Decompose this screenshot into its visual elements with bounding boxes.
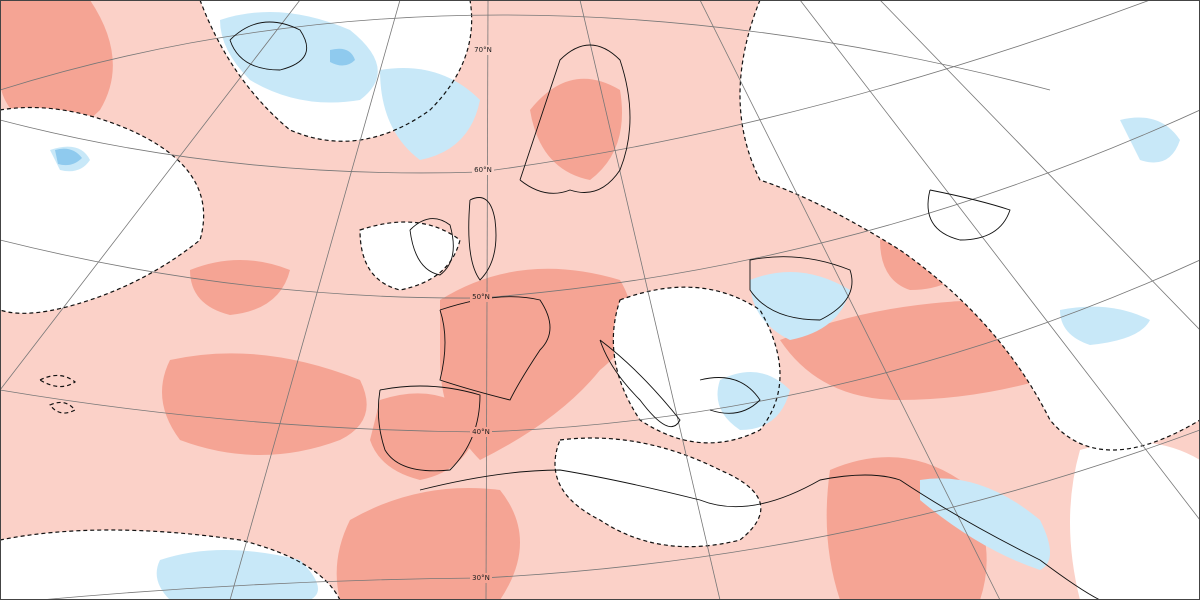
- latitude-label: 60°N: [474, 166, 492, 174]
- latitude-label: 70°N: [474, 46, 492, 54]
- label-background: [470, 292, 492, 302]
- cool-areas: [50, 12, 1180, 600]
- label-background: [472, 165, 494, 175]
- cold-core-areas: [55, 48, 355, 166]
- coastlines: [229, 21, 1101, 600]
- label-background: [470, 427, 492, 437]
- label-background: [470, 573, 492, 583]
- label-background: [472, 45, 494, 55]
- latitude-label: 40°N: [472, 428, 490, 436]
- latitude-label: 30°N: [472, 574, 490, 582]
- latitude-labels: 70°N 60°N 50°N 40°N 30°N: [470, 45, 494, 583]
- latitude-label: 50°N: [472, 293, 490, 301]
